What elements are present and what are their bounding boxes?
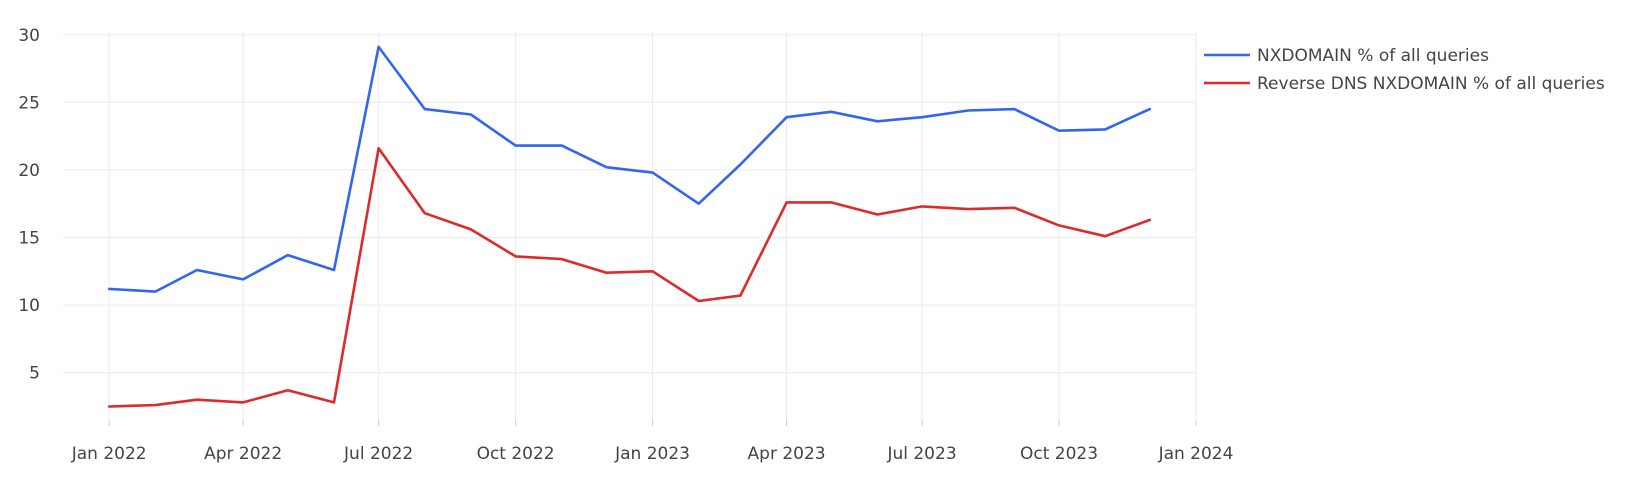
- data-point[interactable]: [105, 402, 113, 410]
- data-point[interactable]: [1010, 105, 1018, 113]
- y-tick-label: 15: [18, 229, 40, 249]
- data-point[interactable]: [512, 142, 520, 150]
- y-tick-label: 30: [18, 26, 40, 46]
- data-point[interactable]: [284, 251, 292, 259]
- data-point[interactable]: [1055, 127, 1063, 135]
- data-point[interactable]: [421, 209, 429, 217]
- data-point[interactable]: [827, 108, 835, 116]
- series-line[interactable]: [107, 147, 1152, 408]
- data-point[interactable]: [151, 401, 159, 409]
- series: [105, 43, 1154, 410]
- data-point[interactable]: [467, 225, 475, 233]
- data-point[interactable]: [873, 211, 881, 219]
- data-point[interactable]: [239, 275, 247, 283]
- data-point[interactable]: [695, 297, 703, 305]
- legend[interactable]: NXDOMAIN % of all queries Reverse DNS NXD…: [1204, 46, 1605, 94]
- y-tick-label: 10: [18, 296, 40, 316]
- data-point[interactable]: [918, 113, 926, 121]
- x-tick-label: Apr 2022: [204, 444, 282, 464]
- legend-item[interactable]: NXDOMAIN % of all queries: [1204, 46, 1489, 66]
- data-point[interactable]: [649, 267, 657, 275]
- data-point[interactable]: [193, 396, 201, 404]
- data-point[interactable]: [330, 266, 338, 274]
- data-point[interactable]: [695, 200, 703, 208]
- y-tick-label: 25: [18, 93, 40, 113]
- data-point[interactable]: [1146, 105, 1154, 113]
- data-point[interactable]: [827, 198, 835, 206]
- data-point[interactable]: [558, 142, 566, 150]
- data-point[interactable]: [239, 398, 247, 406]
- data-point[interactable]: [602, 163, 610, 171]
- y-tick-label: 5: [29, 364, 40, 384]
- data-point[interactable]: [151, 288, 159, 296]
- data-point[interactable]: [649, 169, 657, 177]
- data-point[interactable]: [1010, 204, 1018, 212]
- data-point[interactable]: [330, 398, 338, 406]
- x-tick-label: Jan 2024: [1158, 444, 1234, 464]
- legend-label: NXDOMAIN % of all queries: [1257, 46, 1489, 66]
- x-axis: Jan 2022 Apr 2022 Jul 2022 Oct 2022 Jan 2023…: [71, 420, 1234, 464]
- x-tick-label: Jan 2023: [614, 444, 690, 464]
- data-point[interactable]: [783, 198, 791, 206]
- data-point[interactable]: [602, 269, 610, 277]
- data-point[interactable]: [105, 285, 113, 293]
- data-point[interactable]: [512, 252, 520, 260]
- x-tick-label: Apr 2023: [748, 444, 826, 464]
- data-point[interactable]: [558, 255, 566, 263]
- data-point[interactable]: [284, 386, 292, 394]
- x-tick-label: Jul 2022: [343, 444, 413, 464]
- legend-label: Reverse DNS NXDOMAIN % of all queries: [1257, 74, 1605, 94]
- data-point[interactable]: [1055, 221, 1063, 229]
- data-point[interactable]: [964, 106, 972, 114]
- data-point[interactable]: [421, 105, 429, 113]
- data-point[interactable]: [1101, 125, 1109, 133]
- x-tick-label: Jul 2023: [886, 444, 956, 464]
- data-point[interactable]: [375, 43, 383, 51]
- x-tick-label: Oct 2023: [1020, 444, 1098, 464]
- data-point[interactable]: [193, 266, 201, 274]
- grid: [63, 32, 1197, 420]
- data-point[interactable]: [467, 111, 475, 119]
- data-point[interactable]: [736, 292, 744, 300]
- data-point[interactable]: [375, 144, 383, 152]
- y-tick-label: 20: [18, 161, 40, 181]
- x-tick-label: Jan 2022: [71, 444, 147, 464]
- data-point[interactable]: [1101, 232, 1109, 240]
- data-point[interactable]: [964, 205, 972, 213]
- data-point[interactable]: [873, 117, 881, 125]
- series-line[interactable]: [107, 45, 1152, 293]
- legend-item[interactable]: Reverse DNS NXDOMAIN % of all queries: [1204, 74, 1605, 94]
- data-point[interactable]: [736, 161, 744, 169]
- data-point[interactable]: [783, 113, 791, 121]
- data-point[interactable]: [918, 202, 926, 210]
- x-tick-label: Oct 2022: [477, 444, 555, 464]
- y-axis: 5 10 15 20 25 30: [18, 26, 40, 384]
- data-point[interactable]: [1146, 216, 1154, 224]
